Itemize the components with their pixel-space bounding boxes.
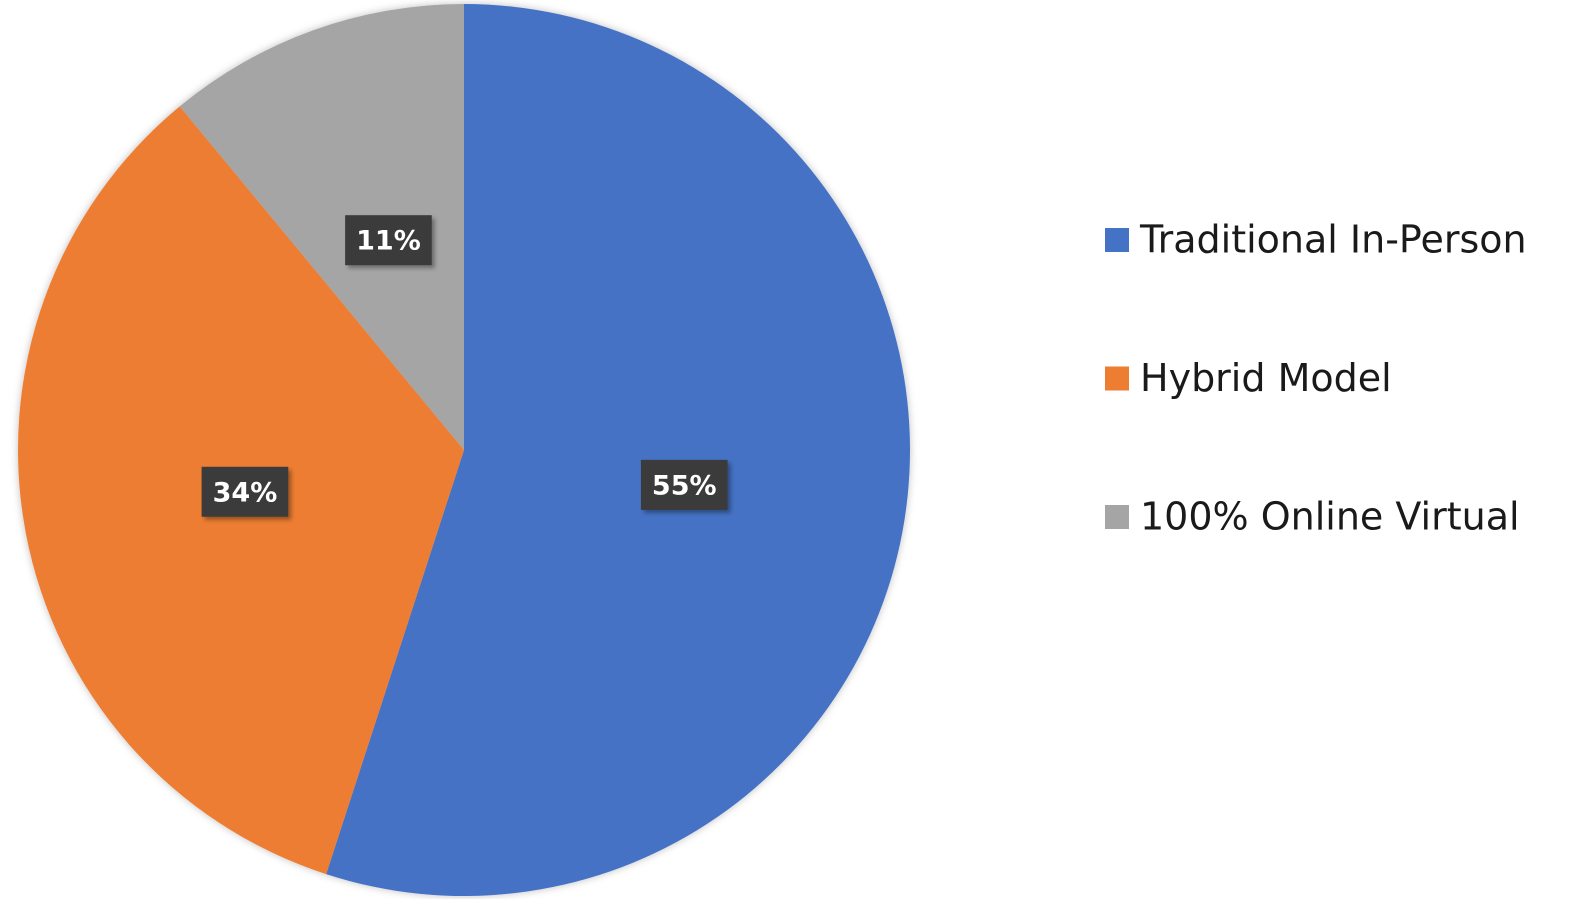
data-label-box — [201, 466, 289, 517]
legend: Traditional In-Person Hybrid Model 100% On… — [1105, 218, 1527, 539]
data-label-box — [640, 459, 728, 510]
pie-slice — [179, 3, 464, 450]
legend-label: Traditional In-Person — [1139, 218, 1527, 262]
data-label-text: 55% — [652, 470, 717, 501]
legend-label: 100% Online Virtual — [1140, 495, 1520, 539]
legend-swatch — [1105, 366, 1129, 391]
data-label-text: 34% — [213, 477, 278, 508]
legend-label: Hybrid Model — [1140, 356, 1392, 400]
data-label-box — [345, 215, 432, 266]
data-label: 11% — [345, 215, 432, 266]
legend-swatch — [1105, 505, 1129, 529]
pie — [18, 3, 911, 896]
legend-swatch — [1105, 228, 1129, 252]
pie-slice — [326, 4, 911, 896]
data-labels: 55% 34% 11% — [201, 215, 728, 517]
data-label-text: 11% — [356, 226, 421, 257]
data-label: 55% — [640, 459, 728, 510]
data-label: 34% — [201, 466, 289, 517]
